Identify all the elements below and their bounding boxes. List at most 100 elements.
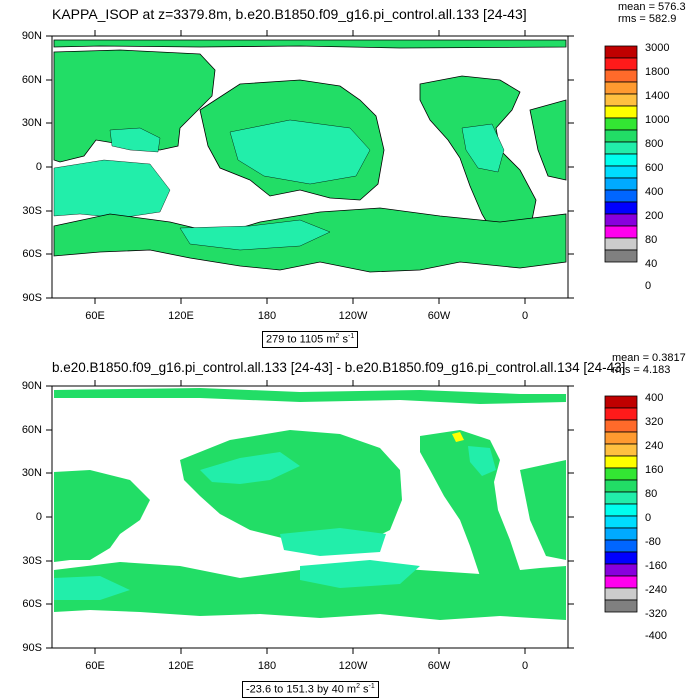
top-lat-label-90s: 90S	[22, 292, 42, 304]
bottom-colorbar-swatch-11	[604, 527, 638, 541]
top-lat-label-0: 0	[35, 161, 42, 173]
bottom-colorbar-swatch-1	[604, 407, 638, 421]
bottom-range-exp: 2	[356, 683, 360, 690]
top-colorbar-swatch-11	[604, 177, 638, 191]
top-colorbar-swatch-3	[604, 81, 638, 95]
top-cbar-label-2: 1400	[645, 90, 670, 102]
bottom-colorbar-swatch-7	[604, 479, 638, 493]
bottom-americas-cyan	[468, 446, 496, 476]
top-arctic-land	[53, 39, 567, 49]
bottom-cbar-label-3: 160	[645, 464, 664, 476]
top-pacific-cyan	[229, 119, 371, 185]
top-rms-label: rms = 582.9	[618, 13, 677, 25]
bottom-cbar-label-9: -320	[645, 608, 668, 620]
bottom-lat-label-90n: 90N	[21, 380, 42, 392]
bottom-colorbar-swatch-3	[604, 431, 638, 445]
top-lon-label-180: 180	[257, 310, 277, 322]
bottom-colorbar-swatch-13	[604, 551, 638, 565]
bottom-colorbar-swatch-15	[604, 575, 638, 589]
bottom-lat-label-60s: 60S	[22, 598, 42, 610]
bottom-colorbar-swatch-5	[604, 455, 638, 469]
top-lon-label-0: 0	[521, 310, 529, 322]
bottom-asia-land	[54, 470, 150, 562]
top-range-value: 279 to 1105 m	[266, 333, 336, 346]
bottom-southern-land	[54, 562, 566, 620]
bottom-lon-label-180: 180	[257, 660, 277, 672]
top-colorbar-swatch-10	[604, 165, 638, 179]
bottom-colorbar-swatch-2	[604, 419, 638, 433]
bottom-colorbar-swatch-16	[604, 587, 638, 601]
bottom-lon-label-60e: 60E	[85, 660, 105, 672]
bottom-lat-label-60n: 60N	[21, 424, 42, 436]
bottom-lat-label-30s: 30S	[22, 555, 42, 567]
bottom-yellow-spot	[452, 432, 464, 442]
bottom-colorbar-swatch-4	[604, 443, 638, 457]
top-colorbar-swatch-0	[604, 45, 638, 59]
top-americas-cyan	[461, 123, 505, 173]
top-map	[51, 35, 569, 299]
bottom-range-unit-exp: -1	[368, 683, 375, 690]
top-colorbar-swatch-2	[604, 69, 638, 83]
top-colorbar-swatch-8	[604, 141, 638, 155]
bottom-colorbar-swatch-6	[604, 467, 638, 481]
bottom-range-box: -23.6 to 151.3 by 40 m2 s-1	[242, 681, 379, 698]
bottom-lat-label-0: 0	[35, 511, 42, 523]
top-colorbar-swatch-14	[604, 213, 638, 227]
bottom-colorbar-swatch-14	[604, 563, 638, 577]
bottom-colorbar-swatch-12	[604, 539, 638, 553]
bottom-colorbar-swatch-17	[604, 599, 638, 613]
top-range-unit-exp: -1	[347, 333, 355, 340]
top-lat-label-60s: 60S	[22, 248, 42, 260]
bottom-lat-label-30n: 30N	[21, 467, 42, 479]
top-lat-label-30n: 30N	[21, 117, 42, 129]
top-colorbar-swatch-13	[604, 201, 638, 215]
top-lat-label-60n: 60N	[21, 74, 42, 86]
bottom-cbar-label-2: 240	[645, 440, 664, 452]
top-map-ticks	[46, 30, 574, 304]
top-colorbar-swatch-4	[604, 93, 638, 107]
bottom-cbar-label-6: -80	[645, 536, 661, 548]
bottom-southern-cyan-2	[54, 576, 130, 600]
bottom-pacific-cyan	[200, 452, 300, 484]
top-lat-label-30s: 30S	[22, 205, 42, 217]
top-atlantic-land	[529, 99, 567, 181]
top-range-box: 279 to 1105 m2 s-1	[262, 331, 359, 348]
bottom-southern-cyan	[300, 560, 420, 588]
top-colorbar-swatch-16	[604, 237, 638, 251]
bottom-rms-label: rms = 4.183	[612, 364, 671, 376]
top-cbar-label-5: 600	[645, 162, 664, 174]
top-cbar-label-10: 0	[645, 280, 652, 292]
top-lon-label-120w: 120W	[338, 310, 368, 322]
top-lon-label-60e: 60E	[85, 310, 105, 322]
top-colorbar-swatch-9	[604, 153, 638, 167]
top-asia-land	[53, 49, 216, 163]
top-cbar-label-1: 1800	[645, 66, 670, 78]
bottom-cbar-label-8: -240	[645, 584, 668, 596]
top-cbar-label-4: 800	[645, 138, 664, 150]
bottom-range-value: -23.6 to 151.3 by 40 m	[246, 683, 357, 696]
bottom-cbar-label-1: 320	[645, 416, 664, 428]
top-colorbar-swatch-12	[604, 189, 638, 203]
bottom-cbar-label-4: 80	[645, 488, 658, 500]
bottom-mean-label: mean = 0.3817	[612, 352, 686, 364]
top-range-exp: 2	[335, 333, 340, 340]
bottom-colorbar-swatch-9	[604, 503, 638, 517]
top-colorbar-swatch-15	[604, 225, 638, 239]
bottom-cbar-label-5: 0	[645, 512, 652, 524]
top-cbar-label-0: 3000	[645, 42, 670, 54]
top-lat-label-90n: 90N	[21, 30, 42, 42]
bottom-cbar-label-7: -160	[645, 560, 668, 572]
bottom-panel-title: b.e20.B1850.f09_g16.pi_control.all.133 […	[52, 360, 626, 375]
top-lon-label-60w: 60W	[427, 310, 451, 322]
bottom-americas-land	[420, 430, 520, 600]
bottom-pacific-land	[180, 430, 402, 544]
top-mean-label: mean = 576.3	[618, 1, 686, 13]
top-cbar-label-9: 40	[645, 258, 658, 270]
bottom-colorbar	[604, 395, 638, 613]
top-cbar-label-7: 200	[645, 210, 664, 222]
bottom-atlantic-land	[520, 460, 566, 560]
top-cbar-label-6: 400	[645, 186, 664, 198]
top-asia-cyan	[109, 127, 161, 153]
top-cbar-label-8: 80	[645, 234, 658, 246]
